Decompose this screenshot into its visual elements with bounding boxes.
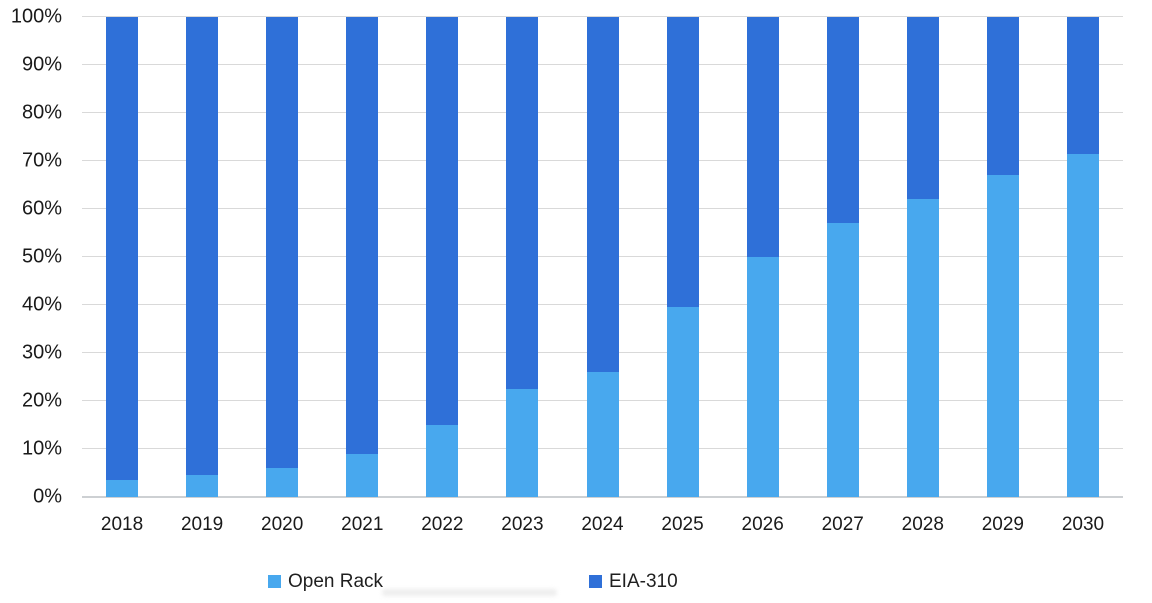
bar-segment-open-rack: [1066, 153, 1099, 497]
bar-2024: [586, 17, 619, 497]
bar-2029: [986, 17, 1019, 497]
bar-segment-eia-310: [826, 17, 859, 224]
bar-segment-eia-310: [666, 17, 699, 308]
legend-item-open-rack: Open Rack: [268, 572, 383, 591]
plot-area: [82, 16, 1123, 498]
bar-2023: [506, 17, 539, 497]
bar-segment-open-rack: [346, 453, 379, 497]
bar-segment-eia-310: [986, 17, 1019, 176]
bar-2018: [106, 17, 139, 497]
bar-2028: [906, 17, 939, 497]
bar-segment-eia-310: [586, 17, 619, 373]
bar-segment-open-rack: [186, 475, 219, 497]
x-tick-label: 2028: [901, 514, 944, 535]
x-tick-label: 2023: [501, 514, 544, 535]
bar-2025: [666, 17, 699, 497]
bar-2026: [746, 17, 779, 497]
bar-segment-open-rack: [426, 425, 459, 497]
bar-segment-open-rack: [906, 199, 939, 497]
legend-label: Open Rack: [288, 571, 384, 592]
x-tick-label: 2026: [741, 514, 784, 535]
bar-2021: [346, 17, 379, 497]
y-tick-label: 100%: [10, 5, 62, 28]
y-tick-label: 80%: [21, 101, 62, 124]
x-tick-label: 2029: [981, 514, 1025, 535]
legend-swatch-icon: [268, 575, 281, 588]
y-tick-label: 0%: [33, 485, 62, 508]
x-tick-label: 2018: [100, 514, 144, 535]
x-tick-label: 2021: [341, 514, 384, 535]
bar-segment-open-rack: [506, 389, 539, 497]
bar-segment-eia-310: [106, 17, 139, 481]
gridline-100pct: [82, 16, 1123, 17]
x-tick-label: 2027: [821, 514, 864, 535]
y-tick-label: 10%: [21, 437, 62, 460]
x-tick-label: 2030: [1061, 514, 1105, 535]
bar-2027: [826, 17, 859, 497]
bar-2020: [266, 17, 299, 497]
y-tick-label: 50%: [21, 245, 62, 268]
y-tick-label: 70%: [21, 149, 62, 172]
bar-segment-eia-310: [346, 17, 379, 454]
bar-segment-eia-310: [506, 17, 539, 389]
y-tick-label: 60%: [21, 197, 62, 220]
y-tick-label: 40%: [21, 293, 62, 316]
x-tick-label: 2025: [661, 514, 704, 535]
bar-2030: [1066, 17, 1099, 497]
bar-2022: [426, 17, 459, 497]
y-tick-label: 20%: [21, 389, 62, 412]
bar-segment-eia-310: [1066, 17, 1099, 154]
bar-segment-open-rack: [986, 175, 1019, 497]
bar-segment-open-rack: [266, 468, 299, 497]
bar-segment-eia-310: [906, 17, 939, 200]
x-tick-label: 2022: [421, 514, 464, 535]
legend-item-eia-310: EIA-310: [589, 572, 678, 591]
legend-label: EIA-310: [609, 571, 678, 592]
x-axis: 2018 2019 2020 2021 2022 2023 2024 2025 2026 2027…: [82, 512, 1123, 542]
bar-segment-open-rack: [586, 372, 619, 497]
y-tick-label: 30%: [21, 341, 62, 364]
x-tick-label: 2024: [581, 514, 624, 535]
gridline-0pct: [82, 496, 1123, 498]
legend: Open Rack EIA-310: [0, 566, 1152, 596]
bar-segment-open-rack: [666, 307, 699, 497]
bar-2019: [186, 17, 219, 497]
x-tick-label: 2020: [261, 514, 304, 535]
bar-segment-open-rack: [106, 480, 139, 497]
bar-segment-open-rack: [746, 257, 779, 497]
y-tick-label: 90%: [21, 53, 62, 76]
bar-segment-eia-310: [746, 17, 779, 257]
bar-segment-open-rack: [826, 223, 859, 497]
bar-segment-eia-310: [426, 17, 459, 425]
faint-watermark-smudge: [382, 589, 557, 596]
x-tick-label: 2019: [180, 514, 224, 535]
bar-segment-eia-310: [186, 17, 219, 476]
legend-swatch-icon: [589, 575, 602, 588]
y-axis: 0% 10% 20% 30% 40% 50% 60% 70% 80% 90% 100%: [0, 7, 62, 507]
bar-segment-eia-310: [266, 17, 299, 469]
